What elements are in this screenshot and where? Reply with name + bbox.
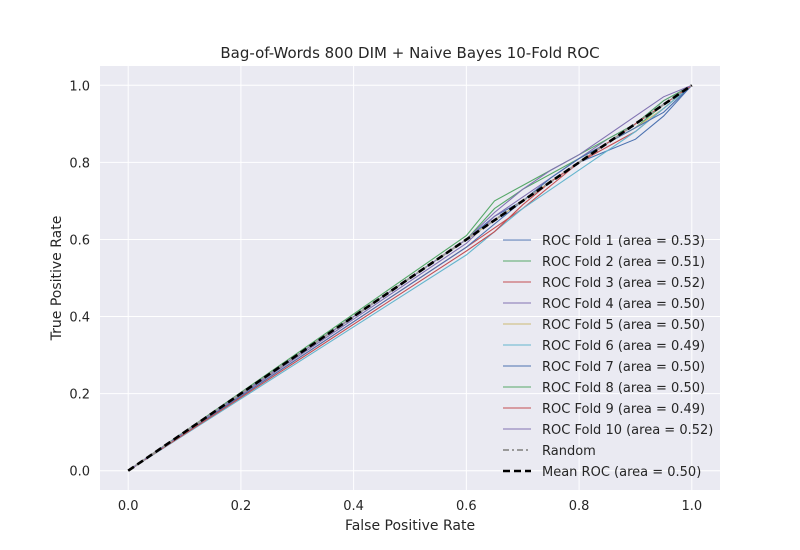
y-tick-labels: 0.0 0.2 0.4 0.6 0.8 1.0 xyxy=(69,79,90,479)
legend-label-6: ROC Fold 6 (area = 0.49) xyxy=(542,339,705,354)
legend-label-7: ROC Fold 7 (area = 0.50) xyxy=(542,360,705,375)
series-line-7 xyxy=(127,84,693,472)
legend-label-2: ROC Fold 2 (area = 0.51) xyxy=(542,255,705,270)
legend-label-4: ROC Fold 4 (area = 0.50) xyxy=(542,297,705,312)
legend-label-1: ROC Fold 1 (area = 0.53) xyxy=(542,234,705,249)
legend-label-8: ROC Fold 8 (area = 0.50) xyxy=(542,381,705,396)
series-line-2 xyxy=(127,84,693,472)
x-axis-label: False Positive Rate xyxy=(345,518,475,534)
chart-title: Bag-of-Words 800 DIM + Naive Bayes 10-Fo… xyxy=(220,44,599,62)
x-tick-label: 0.4 xyxy=(343,499,364,514)
x-tick-label: 1.0 xyxy=(681,499,702,514)
y-tick-label: 0.2 xyxy=(69,388,90,403)
y-tick-label: 0.6 xyxy=(69,233,90,248)
y-tick-label: 0.0 xyxy=(69,465,90,480)
series-line-12 xyxy=(127,84,693,472)
x-tick-labels: 0.0 0.2 0.4 0.6 0.8 1.0 xyxy=(118,499,702,514)
legend-label-10: ROC Fold 10 (area = 0.52) xyxy=(542,423,713,438)
legend-label-12: Mean ROC (area = 0.50) xyxy=(542,465,701,480)
x-tick-label: 0.8 xyxy=(569,499,590,514)
y-axis-label: True Positive Rate xyxy=(49,216,65,342)
y-tick-label: 0.4 xyxy=(69,311,90,326)
legend-label-3: ROC Fold 3 (area = 0.52) xyxy=(542,276,705,291)
x-tick-label: 0.6 xyxy=(456,499,477,514)
grid-lines xyxy=(100,66,720,490)
x-tick-label: 0.0 xyxy=(118,499,139,514)
series-line-10 xyxy=(127,84,693,472)
legend-label-5: ROC Fold 5 (area = 0.50) xyxy=(542,318,705,333)
y-tick-label: 0.8 xyxy=(69,156,90,171)
legend-label-11: Random xyxy=(542,444,596,459)
legend: ROC Fold 1 (area = 0.53) ROC Fold 2 (area… xyxy=(503,234,713,480)
series-layer xyxy=(127,84,693,472)
x-tick-label: 0.2 xyxy=(231,499,252,514)
legend-label-9: ROC Fold 9 (area = 0.49) xyxy=(542,402,705,417)
y-tick-label: 1.0 xyxy=(69,79,90,94)
